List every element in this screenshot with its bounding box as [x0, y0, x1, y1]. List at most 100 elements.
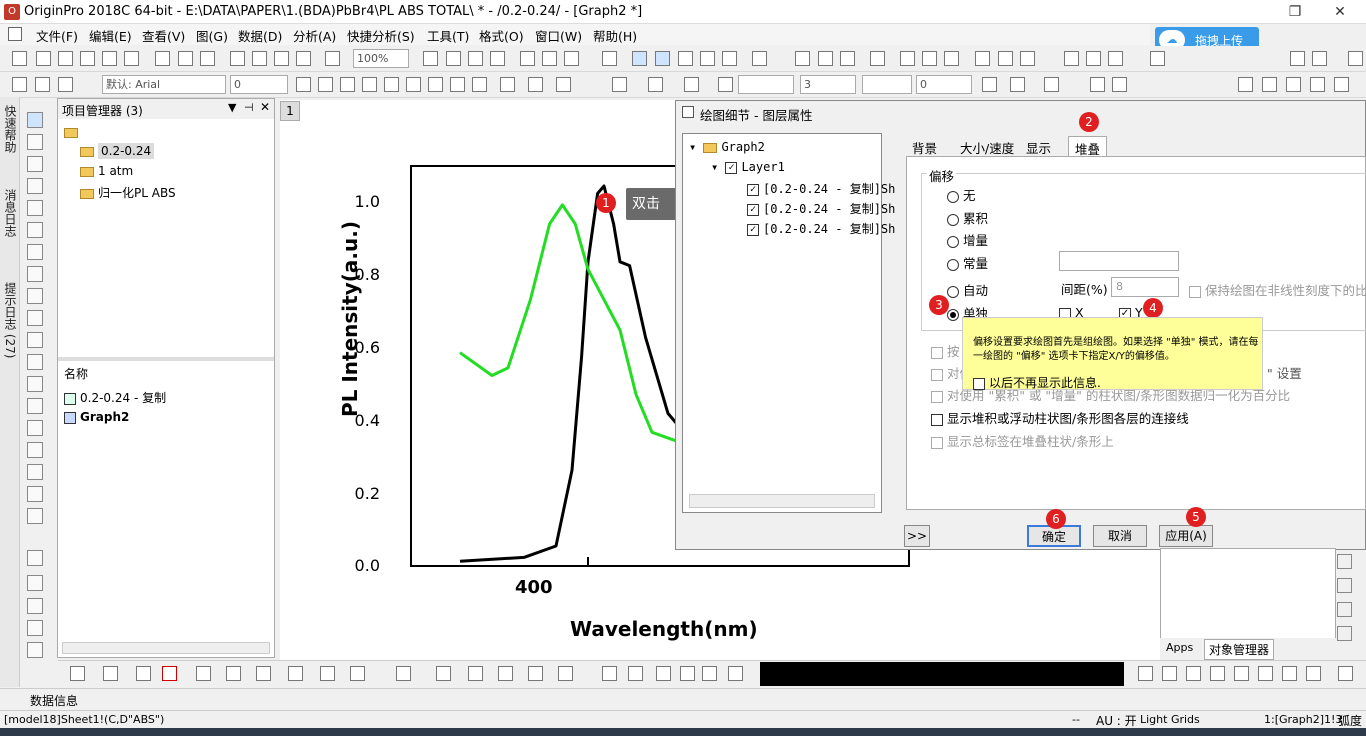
connect-lines-checkbox[interactable]: 显示堆积或浮动柱状图/条形图各层的连接线 — [931, 408, 1189, 427]
arrange-icon[interactable] — [564, 51, 579, 66]
tab-hint-log[interactable]: 提示日志 (27) — [3, 282, 17, 359]
menu-analysis[interactable]: 分析(A) — [293, 29, 337, 44]
dropdown-icon[interactable]: ▼ — [228, 101, 237, 114]
new-function-icon[interactable] — [124, 51, 139, 66]
series-line-1[interactable] — [459, 203, 749, 453]
checkbox-icon[interactable] — [931, 390, 943, 403]
print-icon[interactable] — [423, 51, 438, 66]
new-project-icon[interactable] — [12, 51, 27, 66]
set-y-icon[interactable] — [1086, 51, 1101, 66]
tab-apps[interactable]: Apps — [1166, 641, 1194, 654]
hand-tool-icon[interactable] — [27, 420, 43, 436]
underline-icon[interactable] — [340, 77, 355, 92]
checkbox-checked[interactable]: ✓ — [725, 161, 738, 174]
close-icon[interactable]: ✕ — [1334, 4, 1346, 20]
template-icon[interactable] — [396, 666, 411, 681]
column-chart-icon[interactable] — [922, 51, 937, 66]
superscript-icon[interactable] — [362, 77, 377, 92]
zoom-tool-icon[interactable] — [27, 134, 43, 150]
zoom-out-icon[interactable] — [655, 51, 670, 66]
radio-icon[interactable] — [947, 213, 959, 226]
radio-icon-selected[interactable] — [947, 308, 959, 321]
folder-1atm[interactable]: 1 atm — [80, 164, 133, 178]
copy-page-icon[interactable] — [468, 51, 483, 66]
line-color-icon[interactable] — [684, 77, 699, 92]
text-tool-icon[interactable] — [27, 310, 43, 326]
save-template-icon[interactable] — [296, 51, 311, 66]
menu-data[interactable]: 数据(D) — [238, 29, 283, 44]
tab-message-log[interactable]: 消息日志 — [3, 189, 17, 237]
send-back-icon[interactable] — [1337, 578, 1352, 593]
fill-color-icon[interactable] — [612, 77, 627, 92]
curve-icon[interactable] — [256, 666, 271, 681]
list-header-name[interactable]: 名称 — [64, 367, 89, 381]
menu-window[interactable]: 窗口(W) — [535, 29, 583, 44]
radio-auto[interactable]: 自动 — [947, 280, 988, 299]
rescale-icon[interactable] — [680, 666, 695, 681]
root-folder[interactable] — [64, 125, 82, 139]
polar-icon[interactable] — [468, 666, 483, 681]
radio-icon[interactable] — [947, 258, 959, 271]
folder-normalized[interactable]: 归一化PL ABS — [80, 184, 176, 201]
calendar-tool-icon[interactable] — [27, 642, 43, 658]
arrow-tool-icon[interactable] — [27, 354, 43, 370]
border-icon[interactable] — [1010, 77, 1025, 92]
insert-object-icon[interactable] — [27, 508, 43, 524]
tree-node-layer[interactable]: ▾ ✓ Layer1 — [711, 160, 785, 174]
script-window-icon[interactable] — [700, 51, 715, 66]
radio-icon[interactable] — [947, 235, 959, 248]
menu-edit[interactable]: 编辑(E) — [89, 29, 132, 44]
set-z-icon[interactable] — [1108, 51, 1123, 66]
checkbox-icon[interactable] — [931, 368, 943, 381]
statistics-icon[interactable] — [528, 666, 543, 681]
normalize-percent-checkbox[interactable]: 对使用 "累积" 或 "增量" 的柱状图/条形图数据归一化为百分比 — [931, 385, 1290, 404]
grid-icon[interactable] — [1262, 77, 1277, 92]
new-worksheet-icon[interactable] — [36, 51, 51, 66]
folder-0-2[interactable]: 0.2-0.24 — [80, 143, 155, 159]
menu-format[interactable]: 格式(O) — [479, 29, 524, 44]
checkbox-icon[interactable] — [931, 413, 943, 426]
menu-tools[interactable]: 工具(T) — [427, 29, 470, 44]
table-icon[interactable] — [1044, 77, 1059, 92]
screen-reader-icon[interactable] — [27, 178, 43, 194]
symbol-icon[interactable] — [718, 77, 733, 92]
extract-icon[interactable] — [628, 666, 643, 681]
pin-icon[interactable] — [1312, 51, 1327, 66]
3d-plot-icon[interactable] — [350, 666, 365, 681]
decrease-font-icon[interactable] — [472, 77, 487, 92]
table-tool-icon[interactable] — [27, 332, 43, 348]
area-plot-icon[interactable] — [196, 666, 211, 681]
menu-icon[interactable] — [8, 27, 22, 41]
data-info-tab[interactable]: 数据信息 — [30, 694, 79, 708]
recalculate-icon[interactable] — [325, 51, 340, 66]
bold-icon[interactable] — [296, 77, 311, 92]
menu-quick-analysis[interactable]: 快捷分析(S) — [347, 29, 415, 44]
open-icon[interactable] — [230, 51, 245, 66]
sort-icon[interactable] — [870, 51, 885, 66]
data-reader-icon[interactable] — [27, 200, 43, 216]
export-icon[interactable] — [446, 51, 461, 66]
insert-chart-icon[interactable] — [27, 464, 43, 480]
horizontal-scrollbar[interactable] — [62, 642, 270, 654]
more-icon[interactable] — [1348, 51, 1363, 66]
scatter-plot-icon[interactable] — [103, 666, 118, 681]
apply-button[interactable]: 应用(A) — [1159, 525, 1213, 547]
code-builder-icon[interactable] — [520, 51, 535, 66]
arrow-style-combo[interactable] — [862, 75, 912, 94]
radio-incremental[interactable]: 增量 — [947, 230, 988, 249]
tree-node-plot[interactable]: ✓ [0.2-0.24 - 复制]Sh — [747, 220, 895, 237]
line-symbol-icon[interactable] — [136, 666, 151, 681]
tab-stack[interactable]: 堆叠 — [1068, 136, 1108, 157]
pin-panel-icon[interactable]: ⊣ — [244, 101, 254, 114]
new-notes-icon[interactable] — [155, 51, 170, 66]
hatch-icon[interactable] — [982, 77, 997, 92]
group-icon[interactable] — [1337, 602, 1352, 617]
tab-quick-help[interactable]: 快速帮助 — [3, 105, 17, 153]
layer-list-icon[interactable] — [27, 550, 43, 566]
restore-icon[interactable]: ❐ — [1288, 4, 1302, 20]
checkbox-icon[interactable] — [931, 346, 943, 359]
option-a-checkbox[interactable]: 按 — [931, 341, 960, 360]
circle-tool-icon[interactable] — [27, 575, 43, 591]
radio-icon[interactable] — [947, 190, 959, 203]
box-chart-icon[interactable] — [320, 666, 335, 681]
